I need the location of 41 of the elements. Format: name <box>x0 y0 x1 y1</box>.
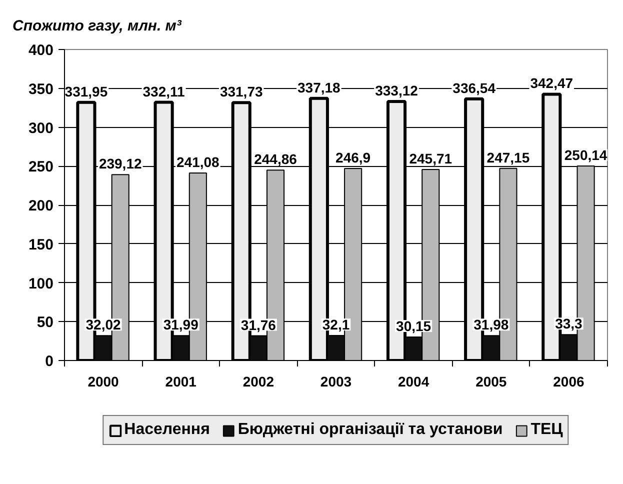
x-tick-label: 2004 <box>398 374 430 390</box>
data-label: 31,76 <box>240 316 276 333</box>
data-label: 337,18 <box>298 79 341 96</box>
x-tick-label: 2003 <box>320 374 352 390</box>
x-tick-label: 2006 <box>553 374 584 390</box>
data-label: 336,54 <box>452 80 496 96</box>
data-label: 332,11 <box>142 83 186 100</box>
x-tick-label: 2001 <box>165 374 197 390</box>
data-label: 331,73 <box>220 84 263 100</box>
data-label: 245,71 <box>409 150 452 166</box>
y-tick-label: 400 <box>28 42 54 59</box>
y-tick-label: 250 <box>28 158 54 176</box>
y-tick-label: 200 <box>28 198 54 214</box>
data-label: 30,15 <box>396 318 432 334</box>
x-tick-label: 2005 <box>476 374 507 390</box>
y-tick-label: 300 <box>28 120 54 137</box>
x-tick-label: 2002 <box>242 374 274 390</box>
data-label: 246,9 <box>336 150 371 166</box>
y-tick-label: 0 <box>45 353 54 370</box>
chart-title: Спожито газу, млн. м³ <box>12 18 182 34</box>
data-label: 333,12 <box>375 82 418 98</box>
y-tick-label: 350 <box>28 80 54 98</box>
data-label: 241,08 <box>176 154 220 170</box>
x-tick-label: 2000 <box>88 374 120 390</box>
y-tick-label: 50 <box>36 314 54 332</box>
data-label: 31,99 <box>163 316 199 333</box>
data-label: 342,47 <box>530 75 574 92</box>
data-label: 331,95 <box>64 83 108 100</box>
y-tick-label: 100 <box>28 275 54 292</box>
data-label: 32,1 <box>322 316 350 333</box>
data-label: 250,14 <box>564 147 608 164</box>
legend-label: Бюджетні організації та установи <box>238 421 503 439</box>
data-label: 247,15 <box>486 149 530 166</box>
data-label: 32,02 <box>86 316 122 333</box>
data-label: 244,86 <box>254 151 298 168</box>
data-label: 33,3 <box>555 316 583 332</box>
legend-label: ТЕЦ <box>530 421 563 439</box>
data-label: 239,12 <box>98 156 142 172</box>
legend-label: Населення <box>124 421 210 439</box>
data-label: 31,98 <box>474 316 509 333</box>
y-tick-label: 150 <box>28 236 54 254</box>
